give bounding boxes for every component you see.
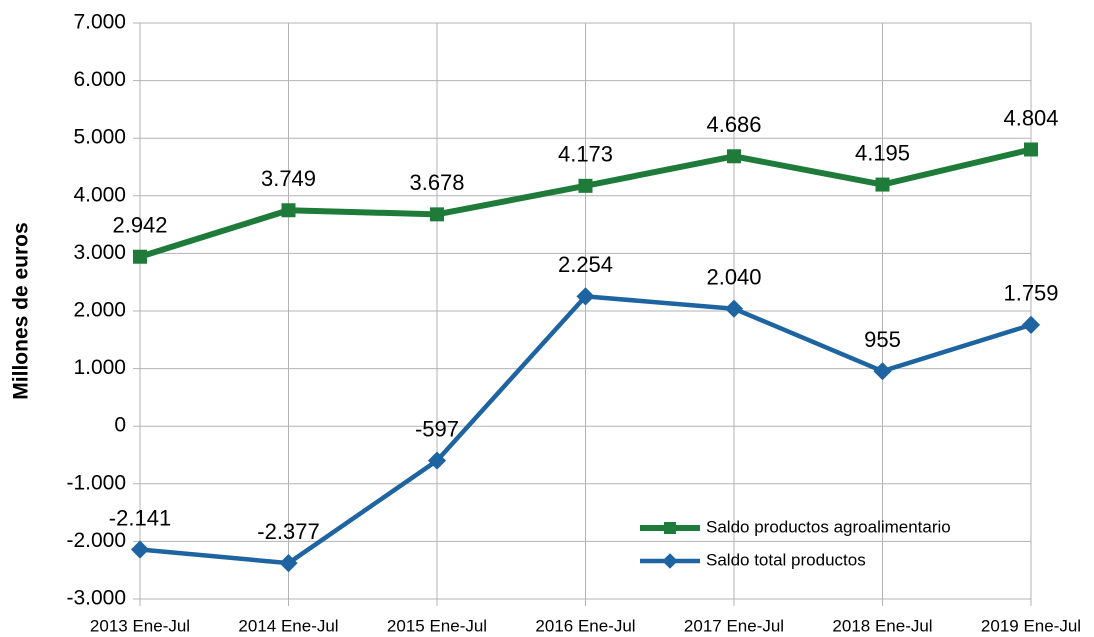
data-point [576, 287, 595, 306]
data-point [578, 178, 593, 193]
x-tick-label: 2018 Ene-Jul [832, 616, 932, 635]
y-tick-label: -3.000 [66, 587, 126, 610]
x-tick-label: 2013 Ene-Jul [90, 616, 190, 635]
data-label: 4.173 [558, 142, 613, 167]
data-point [875, 177, 890, 192]
data-label: 2.942 [112, 213, 167, 238]
x-tick-label: 2016 Ene-Jul [535, 616, 635, 635]
x-tick-label: 2019 Ene-Jul [981, 616, 1081, 635]
legend-label: Saldo total productos [706, 550, 866, 569]
data-point [279, 554, 298, 573]
data-label: -2.141 [109, 505, 171, 530]
data-label: 4.686 [706, 112, 761, 137]
y-tick-label: -1.000 [66, 471, 126, 494]
data-point [1021, 315, 1041, 334]
y-tick-label: 3.000 [73, 241, 126, 264]
y-tick-label: 5.000 [73, 126, 126, 149]
legend-marker [664, 522, 676, 534]
y-tick-label: 7.000 [73, 11, 126, 34]
y-tick-label: 1.000 [73, 356, 126, 379]
data-point [427, 451, 447, 470]
data-label: 1.759 [1003, 281, 1058, 306]
data-point [130, 540, 150, 559]
y-tick-label: 4.000 [73, 183, 126, 206]
x-tick-label: 2017 Ene-Jul [684, 616, 784, 635]
data-point [430, 207, 444, 222]
data-point [724, 299, 744, 318]
data-point [873, 362, 892, 381]
data-point [281, 203, 296, 218]
y-tick-label: -2.000 [66, 529, 126, 552]
data-label: -2.377 [257, 519, 319, 544]
data-label: 3.749 [261, 166, 316, 191]
y-tick-label: 6.000 [73, 68, 126, 91]
data-label: 4.804 [1003, 105, 1058, 130]
y-tick-label: 2.000 [73, 299, 126, 322]
legend-marker [662, 553, 678, 569]
x-tick-label: 2014 Ene-Jul [238, 616, 338, 635]
legend-label: Saldo productos agroalimentario [706, 517, 951, 536]
data-point [1024, 142, 1038, 157]
y-axis-title: Millones de euros [10, 222, 33, 399]
data-point [727, 149, 741, 164]
data-label: 955 [864, 327, 901, 352]
data-label: -597 [415, 416, 459, 441]
data-label: 2.040 [706, 265, 761, 290]
data-label: 4.195 [855, 140, 910, 165]
data-point [133, 249, 147, 264]
data-label: 2.254 [558, 252, 613, 277]
data-label: 3.678 [409, 170, 464, 195]
x-tick-label: 2015 Ene-Jul [387, 616, 487, 635]
y-tick-label: 0 [114, 414, 126, 437]
